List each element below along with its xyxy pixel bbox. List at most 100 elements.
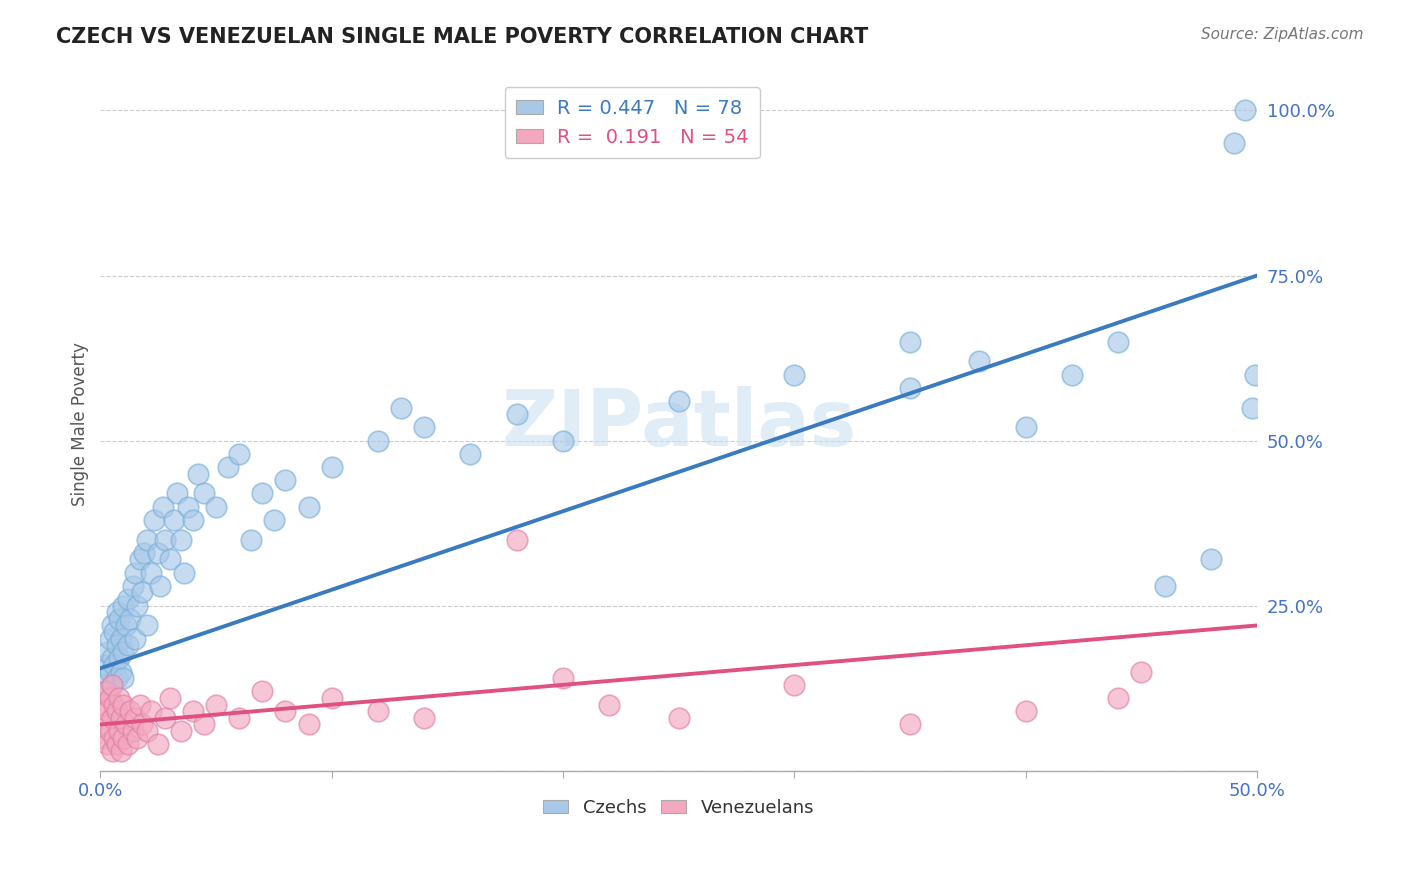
Point xyxy=(252,684,274,698)
Point xyxy=(124,711,146,725)
Point xyxy=(105,704,128,718)
Point xyxy=(228,711,250,725)
Point xyxy=(783,368,806,382)
Point xyxy=(134,546,156,560)
Point xyxy=(114,618,136,632)
Point xyxy=(96,645,118,659)
Text: ZIPatlas: ZIPatlas xyxy=(501,386,856,462)
Point xyxy=(91,731,114,745)
Point xyxy=(103,698,125,712)
Point xyxy=(274,704,297,718)
Point xyxy=(103,625,125,640)
Point xyxy=(1107,334,1129,349)
Point xyxy=(94,717,117,731)
Point xyxy=(163,513,186,527)
Point xyxy=(321,460,343,475)
Point xyxy=(149,579,172,593)
Point xyxy=(148,546,170,560)
Point xyxy=(159,552,181,566)
Point xyxy=(96,737,118,751)
Point xyxy=(117,592,139,607)
Point xyxy=(1243,368,1265,382)
Point xyxy=(367,434,389,448)
Point xyxy=(128,698,150,712)
Point xyxy=(110,711,132,725)
Point xyxy=(103,731,125,745)
Point xyxy=(112,671,135,685)
Point xyxy=(101,678,124,692)
Point xyxy=(112,698,135,712)
Point xyxy=(142,513,165,527)
Point xyxy=(173,566,195,580)
Point xyxy=(460,447,482,461)
Point xyxy=(94,684,117,698)
Point xyxy=(413,711,436,725)
Point xyxy=(98,665,121,679)
Point xyxy=(110,632,132,646)
Point xyxy=(101,678,124,692)
Point xyxy=(96,684,118,698)
Point xyxy=(120,612,142,626)
Point xyxy=(101,711,124,725)
Point xyxy=(1015,420,1038,434)
Point xyxy=(135,724,157,739)
Point xyxy=(177,500,200,514)
Point xyxy=(127,599,149,613)
Point xyxy=(96,704,118,718)
Point xyxy=(321,691,343,706)
Point xyxy=(98,691,121,706)
Point xyxy=(127,731,149,745)
Point xyxy=(1241,401,1264,415)
Point xyxy=(506,533,529,547)
Point xyxy=(91,698,114,712)
Point xyxy=(124,566,146,580)
Point xyxy=(898,334,921,349)
Point xyxy=(898,717,921,731)
Point xyxy=(121,724,143,739)
Point xyxy=(1060,368,1083,382)
Point xyxy=(153,533,176,547)
Point xyxy=(217,460,239,475)
Point xyxy=(101,744,124,758)
Point xyxy=(205,500,228,514)
Point xyxy=(551,671,574,685)
Point xyxy=(112,645,135,659)
Point xyxy=(112,599,135,613)
Point xyxy=(297,500,319,514)
Point xyxy=(105,638,128,652)
Point xyxy=(110,665,132,679)
Point xyxy=(252,486,274,500)
Point xyxy=(969,354,991,368)
Point xyxy=(193,486,215,500)
Point xyxy=(1223,136,1246,151)
Point xyxy=(598,698,620,712)
Point xyxy=(108,651,131,665)
Point xyxy=(131,585,153,599)
Point xyxy=(108,691,131,706)
Point xyxy=(110,744,132,758)
Point xyxy=(128,552,150,566)
Point xyxy=(263,513,285,527)
Point xyxy=(141,704,163,718)
Point xyxy=(108,724,131,739)
Point xyxy=(193,717,215,731)
Point xyxy=(1199,552,1222,566)
Point xyxy=(98,632,121,646)
Point xyxy=(153,711,176,725)
Point xyxy=(108,612,131,626)
Point xyxy=(114,717,136,731)
Point xyxy=(367,704,389,718)
Text: Source: ZipAtlas.com: Source: ZipAtlas.com xyxy=(1201,27,1364,42)
Point xyxy=(170,724,193,739)
Point xyxy=(783,678,806,692)
Point xyxy=(101,618,124,632)
Point xyxy=(117,737,139,751)
Text: CZECH VS VENEZUELAN SINGLE MALE POVERTY CORRELATION CHART: CZECH VS VENEZUELAN SINGLE MALE POVERTY … xyxy=(56,27,869,46)
Point xyxy=(413,420,436,434)
Point xyxy=(105,737,128,751)
Point xyxy=(148,737,170,751)
Point xyxy=(105,671,128,685)
Point xyxy=(94,658,117,673)
Point xyxy=(124,632,146,646)
Point xyxy=(121,579,143,593)
